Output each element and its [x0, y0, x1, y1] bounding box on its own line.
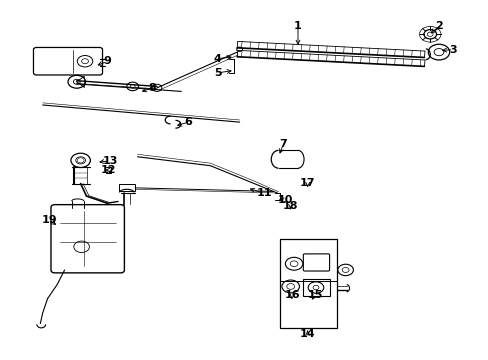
Text: 4: 4	[213, 54, 221, 64]
Text: 3: 3	[449, 45, 456, 55]
Text: 10: 10	[278, 195, 293, 205]
Text: 11: 11	[256, 188, 271, 198]
Bar	[279, 239, 336, 328]
Text: 6: 6	[184, 117, 192, 127]
Text: 15: 15	[306, 290, 322, 300]
Bar	[118, 184, 135, 191]
Bar	[279, 239, 336, 282]
Text: 17: 17	[299, 178, 315, 188]
Text: 7: 7	[279, 139, 286, 149]
Text: 14: 14	[299, 329, 315, 339]
Text: 2: 2	[434, 21, 442, 31]
Text: 13: 13	[102, 156, 118, 166]
Text: 5: 5	[214, 68, 221, 78]
Text: 9: 9	[103, 57, 111, 66]
Text: 16: 16	[284, 290, 299, 300]
Text: 12: 12	[101, 165, 116, 175]
Text: 19: 19	[41, 215, 57, 225]
Text: 18: 18	[283, 201, 298, 211]
Bar	[302, 279, 329, 296]
Text: 1: 1	[293, 21, 301, 31]
Text: 8: 8	[148, 83, 156, 93]
